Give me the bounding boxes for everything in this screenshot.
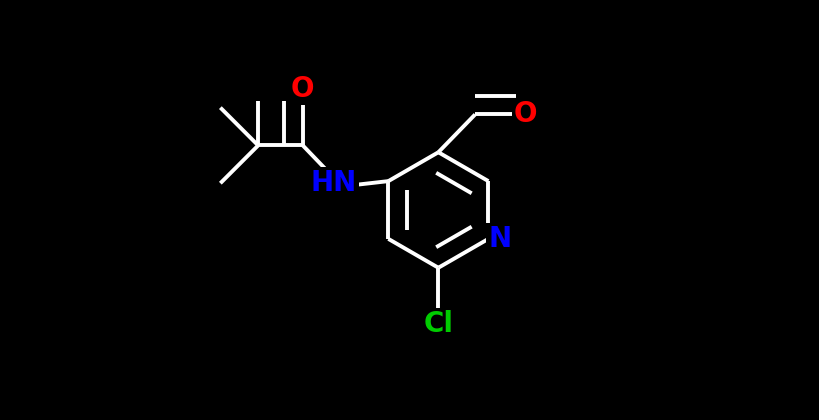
Text: N: N <box>488 225 512 253</box>
Text: Cl: Cl <box>423 310 454 338</box>
Text: O: O <box>514 100 537 129</box>
Text: HN: HN <box>310 169 357 197</box>
Text: O: O <box>291 75 314 103</box>
